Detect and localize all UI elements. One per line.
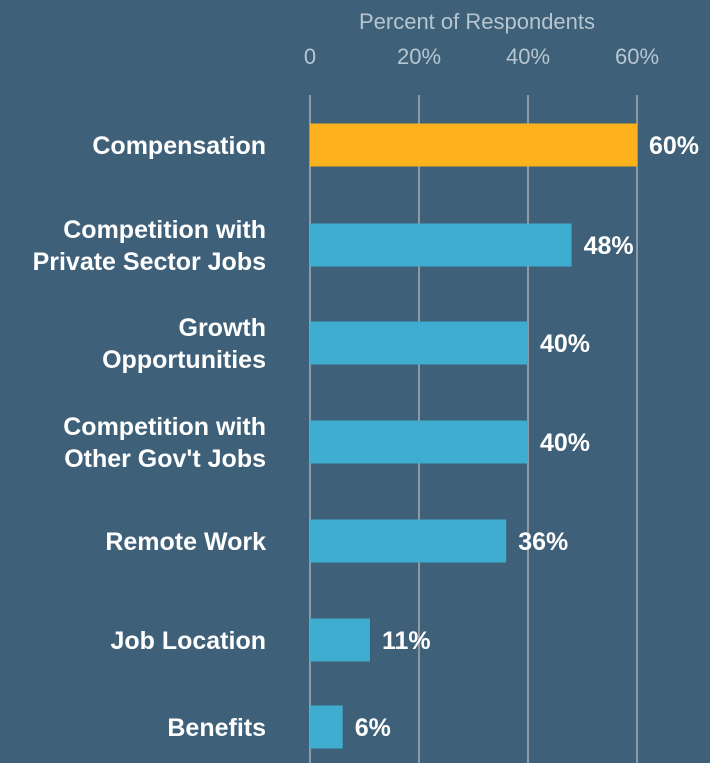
data-label: 40%: [540, 330, 590, 358]
x-axis-title: Percent of Respondents: [359, 9, 595, 34]
category-label-line: Remote Work: [105, 528, 266, 556]
category-label-line: Private Sector Jobs: [33, 248, 266, 276]
data-label: 48%: [584, 232, 634, 260]
x-tick-label: 60%: [615, 44, 659, 69]
category-label-line: Job Location: [110, 627, 266, 655]
data-label: 36%: [518, 528, 568, 556]
bar: [310, 420, 528, 464]
x-tick-label: 40%: [506, 44, 550, 69]
data-label: 11%: [382, 627, 431, 655]
bar: [310, 705, 343, 749]
x-tick-label: 20%: [397, 44, 441, 69]
category-label-line: Growth: [179, 314, 267, 342]
category-label: Growth Opportunities: [102, 314, 266, 374]
data-labels: 60% 48% 40% 40% 36% 11% 6%: [355, 132, 699, 742]
category-label: Job Location: [110, 627, 266, 655]
category-labels: Compensation Competition with Private Sect…: [33, 132, 267, 742]
bar: [310, 123, 637, 167]
x-axis-ticks: 0 20% 40% 60%: [304, 44, 659, 69]
data-label: 60%: [649, 132, 699, 160]
x-tick-label: 0: [304, 44, 316, 69]
data-label: 6%: [355, 714, 391, 742]
bar: [310, 519, 507, 563]
bar: [310, 223, 572, 267]
category-label-line: Competition with: [63, 216, 266, 244]
category-label: Competition with Other Gov't Jobs: [63, 413, 266, 473]
category-label-line: Compensation: [92, 132, 266, 160]
category-label: Benefits: [167, 714, 266, 742]
category-label-line: Other Gov't Jobs: [64, 445, 266, 473]
category-label-line: Competition with: [63, 413, 266, 441]
category-label-line: Opportunities: [102, 346, 266, 374]
category-label-line: Benefits: [167, 714, 266, 742]
bars: [310, 123, 637, 749]
category-label: Compensation: [92, 132, 266, 160]
bar: [310, 618, 370, 662]
category-label: Remote Work: [105, 528, 266, 556]
category-label: Competition with Private Sector Jobs: [33, 216, 266, 276]
data-label: 40%: [540, 429, 590, 457]
bar: [310, 321, 528, 365]
